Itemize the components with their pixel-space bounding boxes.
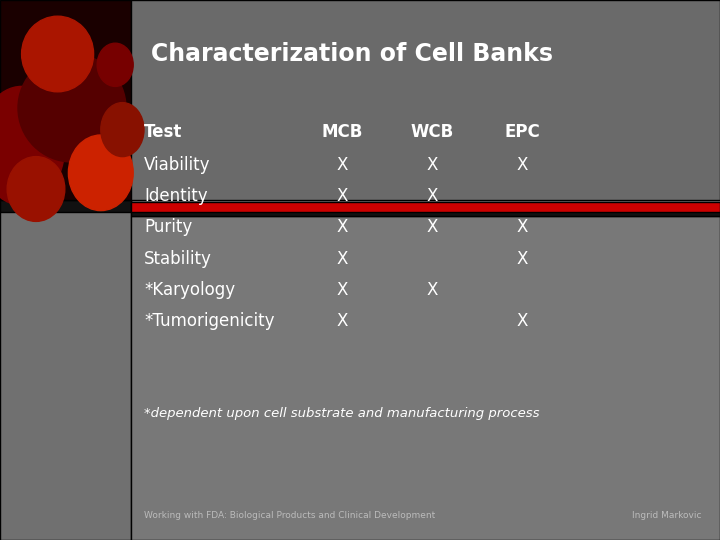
- Ellipse shape: [68, 135, 133, 211]
- Text: WCB: WCB: [410, 123, 454, 141]
- Text: X: X: [336, 312, 348, 330]
- Text: X: X: [516, 249, 528, 268]
- Text: *dependent upon cell substrate and manufacturing process: *dependent upon cell substrate and manuf…: [144, 407, 539, 420]
- Text: X: X: [516, 312, 528, 330]
- FancyBboxPatch shape: [0, 200, 131, 212]
- Ellipse shape: [22, 16, 94, 92]
- FancyBboxPatch shape: [131, 202, 720, 212]
- FancyBboxPatch shape: [131, 204, 720, 216]
- FancyBboxPatch shape: [0, 0, 131, 200]
- Ellipse shape: [18, 54, 126, 162]
- Text: Test: Test: [144, 123, 182, 141]
- FancyBboxPatch shape: [131, 216, 720, 540]
- Text: MCB: MCB: [321, 123, 363, 141]
- Ellipse shape: [7, 157, 65, 221]
- Text: *Karyology: *Karyology: [144, 281, 235, 299]
- Ellipse shape: [97, 43, 133, 86]
- Text: Ingrid Markovic: Ingrid Markovic: [632, 511, 702, 520]
- Text: Working with FDA: Biological Products and Clinical Development: Working with FDA: Biological Products an…: [144, 511, 436, 520]
- Text: X: X: [426, 187, 438, 205]
- Ellipse shape: [101, 103, 144, 157]
- Text: EPC: EPC: [504, 123, 540, 141]
- Text: Characterization of Cell Banks: Characterization of Cell Banks: [151, 42, 553, 66]
- FancyBboxPatch shape: [131, 0, 720, 200]
- Text: X: X: [426, 218, 438, 237]
- Text: X: X: [516, 218, 528, 237]
- Text: Identity: Identity: [144, 187, 207, 205]
- Text: *Tumorigenicity: *Tumorigenicity: [144, 312, 274, 330]
- Text: X: X: [426, 281, 438, 299]
- Text: Stability: Stability: [144, 249, 212, 268]
- Text: X: X: [516, 156, 528, 174]
- Text: X: X: [336, 218, 348, 237]
- Ellipse shape: [0, 86, 65, 205]
- Text: X: X: [336, 249, 348, 268]
- Text: Purity: Purity: [144, 218, 192, 237]
- FancyBboxPatch shape: [0, 200, 131, 540]
- Text: X: X: [336, 156, 348, 174]
- Text: X: X: [336, 187, 348, 205]
- Text: Viability: Viability: [144, 156, 210, 174]
- Text: X: X: [336, 281, 348, 299]
- Text: X: X: [426, 156, 438, 174]
